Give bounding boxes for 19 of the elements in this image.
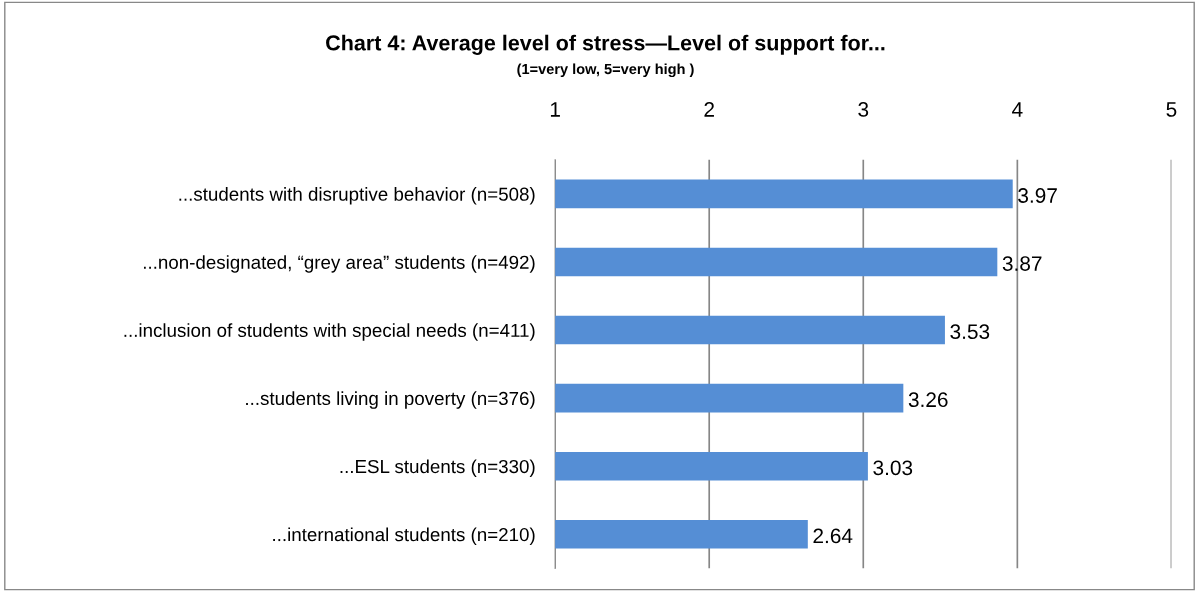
y-tick-label: ...international students (n=210) (273, 527, 535, 545)
chart-subtitle: (1=very low, 5=very high ) (517, 63, 694, 78)
x-tick-label: 5 (1166, 102, 1177, 117)
data-label: 2.64 (813, 528, 853, 544)
y-tick-label: ...students living in poverty (n=376) (246, 391, 535, 409)
y-tick-label: ...ESL students (n=330) (340, 459, 535, 477)
chart-title: Chart 4: Average level of stress—Level of support for... (326, 34, 885, 55)
x-tick-label: 1 (550, 102, 560, 117)
data-label: 3.26 (908, 392, 948, 408)
data-label: 3.53 (950, 324, 990, 340)
y-tick-label: ...inclusion of students with special needs (n=411) (124, 323, 535, 341)
x-tick-label: 4 (1012, 102, 1023, 117)
data-label: 3.87 (1002, 256, 1042, 271)
data-label: 3.03 (873, 460, 913, 476)
data-label: 3.97 (1018, 188, 1057, 203)
x-tick-label: 3 (858, 102, 869, 117)
y-tick-label: ...non-designated, “grey area” students (n=492) (143, 255, 535, 273)
x-tick-label: 2 (704, 102, 714, 117)
y-tick-label: ...students with disruptive behavior (n=508) (179, 187, 535, 205)
